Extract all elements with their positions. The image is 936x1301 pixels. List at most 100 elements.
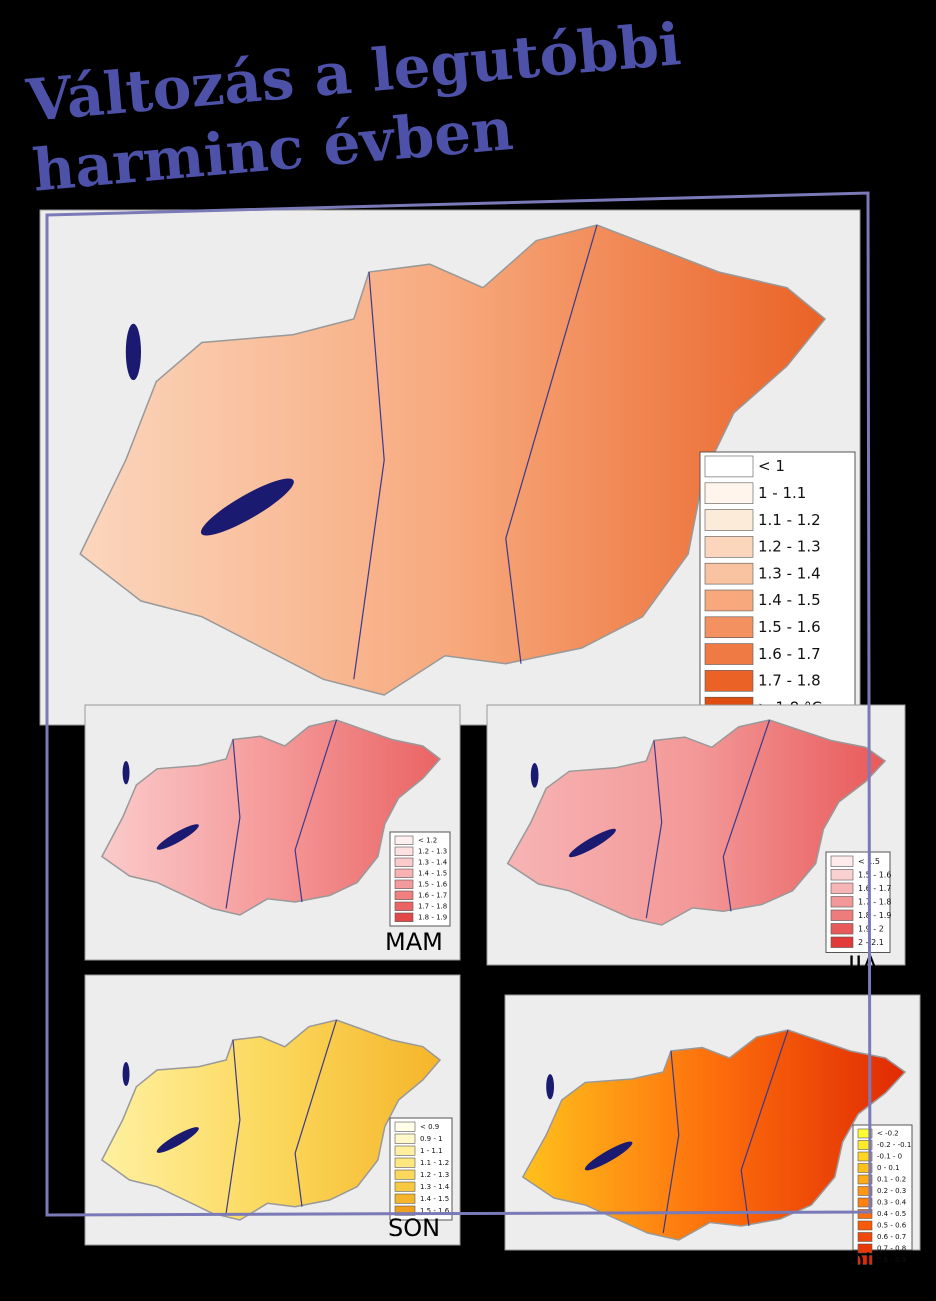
legend-label: 1 - 1.1 [420,1147,443,1155]
legend-swatch [394,1145,416,1156]
legend-label: 0.2 - 0.3 [877,1187,906,1195]
lake [125,323,141,381]
river [645,740,663,919]
legend-label: 1.8 - 1.9 [418,913,447,921]
legend-swatch [394,1133,416,1144]
country-shape [100,1019,442,1221]
legend-swatch [830,936,854,948]
legend-swatch [394,901,414,911]
legend-swatch [830,909,854,921]
legend-swatch [394,1193,416,1204]
legend-swatch [394,879,414,889]
season-label: DJF [846,1248,885,1276]
lake [122,760,130,785]
legend-swatch [704,616,754,639]
legend-swatch [857,1186,873,1196]
legend-swatch [830,869,854,881]
country-shape [79,224,827,696]
map-panel: < 1.2 1.2 - 1.3 1.3 - 1.4 1.4 - 1.5 1.5 - 1.… [84,704,461,961]
legend-swatch [394,1181,416,1192]
river [294,1019,338,1207]
legend-swatch [857,1209,873,1219]
legend: < 0.9 0.9 - 1 1 - 1.1 1.1 - 1.2 1.2 - 1.3 1.3… [389,1117,453,1221]
legend-swatch [830,896,854,908]
legend-swatch [857,1197,873,1208]
river [662,1050,680,1234]
legend-label: 1.4 - 1.5 [758,591,821,609]
legend-swatch [857,1255,873,1265]
legend-label: 1.5 - 1.6 [418,880,448,888]
legend-swatch [394,846,414,856]
legend-swatch [830,855,854,867]
legend-label: 1.2 - 1.3 [420,1171,449,1179]
legend-swatch [857,1163,873,1173]
legend-box [389,1117,453,1221]
legend-label: 0.3 - 0.4 [877,1199,907,1207]
legend-swatch [857,1232,873,1242]
lake [530,763,539,788]
legend-label: 1.3 - 1.4 [418,858,448,866]
legend-swatch [394,912,414,922]
legend-swatch [704,562,754,585]
country-shape [506,719,887,926]
lake [546,1074,554,1100]
river [740,1029,789,1227]
legend-label: 1.2 - 1.3 [758,538,821,556]
legend: < 1 1 - 1.1 1.1 - 1.2 1.2 - 1.3 1.3 - 1.4 1.4… [699,451,856,726]
legend-swatch [857,1174,873,1185]
river [225,1039,241,1214]
lake [156,824,199,850]
legend-swatch [704,643,754,665]
legend-swatch [857,1243,873,1254]
legend-label: 0.7 - 0.8 [877,1245,906,1253]
river [294,719,338,903]
legend-label: 0.5 - 0.6 [877,1222,907,1230]
legend-label: 1.5 - 1.6 [758,618,821,636]
legend-label: < 1.2 [418,836,437,844]
legend-swatch [704,589,754,612]
legend-label: 1.2 - 1.3 [418,847,447,855]
legend-label: 1.3 - 1.4 [758,564,821,582]
legend-swatch [394,835,414,845]
legend-label: < 1 [758,457,785,475]
river [353,271,385,680]
legend-swatch [704,482,754,505]
river [722,719,771,912]
legend-label: 1.7 - 1.8 [418,902,447,910]
legend-label: 0.1 - 0.2 [877,1176,906,1184]
legend-label: 1 - 1.1 [758,484,806,502]
legend-swatch [394,1157,416,1168]
season-label: SON [388,1214,440,1242]
legend-label: 0 - 0.1 [877,1164,900,1172]
title-group: Változás a legutóbbi harminc évben [23,10,684,205]
legend-swatch [704,455,754,478]
legend-swatch [857,1140,873,1150]
lake [584,1141,633,1171]
map-panel: < 1.51.5 - 1.61.6 - 1.71.7 - 1.81.8 - 1.… [486,704,906,979]
legend-swatch [394,1121,416,1132]
legend: < 1.51.5 - 1.61.6 - 1.71.7 - 1.81.8 - 1.… [825,851,891,953]
frame [45,191,872,1217]
legend-swatch [704,536,754,558]
map-panel: < 1 1 - 1.1 1.1 - 1.2 1.2 - 1.3 1.3 - 1.4 1.4… [39,209,861,726]
legend-label: < 0.9 [420,1123,439,1131]
river [505,224,598,664]
legend: < -0.2 -0.2 - -0.1 -0.1 - 0 0 - 0.1 0.1 - 0.… [852,1124,913,1265]
legend-swatch [830,923,854,935]
legend-label: 1.3 - 1.4 [420,1183,450,1191]
legend-swatch [857,1151,873,1162]
legend-label: 0.9 - 1 [420,1135,443,1143]
legend-swatch [394,1169,416,1180]
legend-label: 0.8 - 0.9 [877,1256,906,1264]
map-panel: < -0.2 -0.2 - -0.1 -0.1 - 0 0 - 0.1 0.1 - 0.… [504,994,921,1276]
legend-swatch [394,1205,416,1216]
legend-label: 1.4 - 1.5 [418,869,447,877]
lake [122,1062,130,1086]
lake [568,828,616,858]
legend-swatch [394,857,414,867]
legend-box [389,831,451,927]
legend-label: -0.2 - -0.1 [877,1141,911,1149]
legend-label: 0.4 - 0.5 [877,1210,906,1218]
river [225,739,241,909]
legend-label: 1.7 - 1.8 [858,897,891,906]
